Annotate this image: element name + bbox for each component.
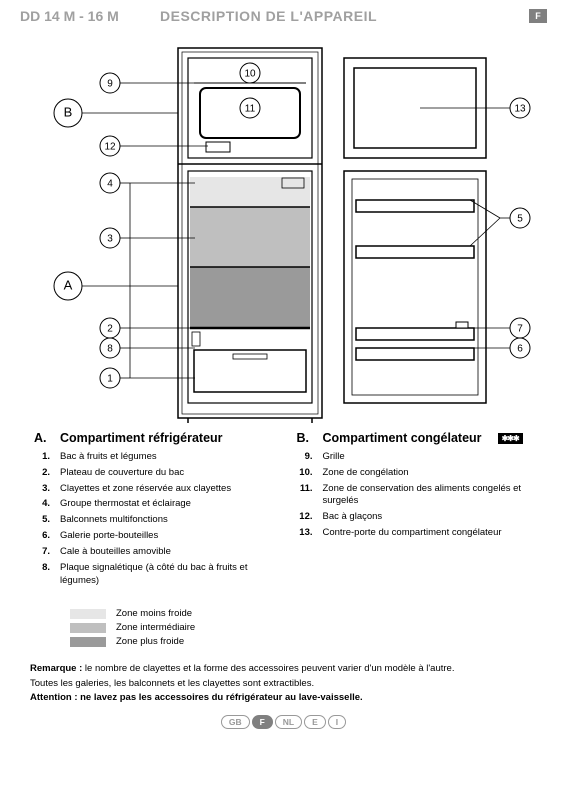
parts-legend: A. Compartiment réfrigérateur 1. Bac à fr… [0, 423, 567, 590]
svg-text:5: 5 [517, 214, 523, 225]
language-badge: F [529, 9, 547, 23]
item-number: 7. [34, 546, 50, 559]
temperature-zone-legend: Zone moins froide Zone intermédiaire Zon… [0, 590, 567, 647]
item-text: Plaque signalétique (à côté du bac à fru… [60, 562, 271, 588]
zone-legend-row: Zone moins froide [70, 608, 497, 619]
item-number: 11. [297, 483, 313, 509]
svg-text:12: 12 [104, 142, 116, 153]
svg-text:10: 10 [244, 69, 256, 80]
svg-text:4: 4 [107, 179, 113, 190]
svg-text:B: B [64, 105, 73, 120]
legend-item: 2. Plateau de couverture du bac [34, 467, 271, 480]
svg-text:11: 11 [245, 104, 256, 115]
zone-legend-row: Zone plus froide [70, 636, 497, 647]
legend-item: 5. Balconnets multifonctions [34, 514, 271, 527]
remark-label: Remarque : [30, 663, 82, 674]
language-option[interactable]: I [328, 715, 346, 729]
page-header: DD 14 M - 16 M DESCRIPTION DE L'APPAREIL… [0, 0, 567, 28]
item-number: 8. [34, 562, 50, 588]
svg-text:9: 9 [107, 79, 113, 90]
svg-text:A: A [64, 278, 73, 293]
item-text: Contre-porte du compartiment congélateur [323, 527, 534, 540]
section-letter: A. [34, 431, 48, 445]
legend-item: 1. Bac à fruits et légumes [34, 451, 271, 464]
zone-swatch [70, 637, 106, 647]
remark-text: le nombre de clayettes et la forme des a… [82, 663, 454, 674]
section-heading: B. Compartiment congélateur ✱✱✱ [297, 431, 534, 445]
legend-item: 11. Zone de conservation des aliments co… [297, 483, 534, 509]
item-number: 12. [297, 511, 313, 524]
legend-item: 9. Grille [297, 451, 534, 464]
language-selector: GBFNLEI [0, 705, 567, 729]
legend-item: 10. Zone de congélation [297, 467, 534, 480]
appliance-diagram: B 9 12 4 3 A 2 8 1 10 11 13 5 7 6 [0, 28, 567, 423]
legend-column: B. Compartiment congélateur ✱✱✱ 9. Grille 1… [297, 431, 534, 590]
zone-swatch [70, 609, 106, 619]
zone-label: Zone plus froide [116, 636, 184, 647]
legend-item: 12. Bac à glaçons [297, 511, 534, 524]
svg-text:3: 3 [107, 234, 113, 245]
legend-item: 6. Galerie porte-bouteilles [34, 530, 271, 543]
section-letter: B. [297, 431, 311, 445]
legend-item: 4. Groupe thermostat et éclairage [34, 498, 271, 511]
item-text: Zone de congélation [323, 467, 534, 480]
section-title: Compartiment réfrigérateur [60, 431, 223, 445]
zone-legend-row: Zone intermédiaire [70, 622, 497, 633]
freezer-star-icon: ✱✱✱ [498, 433, 523, 444]
item-text: Clayettes et zone réservée aux clayettes [60, 483, 271, 496]
svg-text:2: 2 [107, 324, 113, 335]
item-number: 2. [34, 467, 50, 480]
page-title: DESCRIPTION DE L'APPAREIL [160, 8, 529, 24]
item-text: Bac à fruits et légumes [60, 451, 271, 464]
svg-text:7: 7 [517, 324, 523, 335]
legend-column: A. Compartiment réfrigérateur 1. Bac à fr… [34, 431, 271, 590]
item-number: 6. [34, 530, 50, 543]
legend-item: 7. Cale à bouteilles amovible [34, 546, 271, 559]
language-option[interactable]: GB [221, 715, 250, 729]
item-text: Balconnets multifonctions [60, 514, 271, 527]
zone-label: Zone intermédiaire [116, 622, 195, 633]
item-number: 10. [297, 467, 313, 480]
item-text: Plateau de couverture du bac [60, 467, 271, 480]
item-text: Zone de conservation des aliments congel… [323, 483, 534, 509]
svg-text:13: 13 [514, 104, 526, 115]
item-text: Galerie porte-bouteilles [60, 530, 271, 543]
legend-item: 13. Contre-porte du compartiment congéla… [297, 527, 534, 540]
item-number: 5. [34, 514, 50, 527]
language-option[interactable]: E [304, 715, 326, 729]
item-text: Grille [323, 451, 534, 464]
section-heading: A. Compartiment réfrigérateur [34, 431, 271, 445]
language-option[interactable]: NL [275, 715, 302, 729]
item-text: Groupe thermostat et éclairage [60, 498, 271, 511]
legend-item: 8. Plaque signalétique (à côté du bac à … [34, 562, 271, 588]
item-text: Bac à glaçons [323, 511, 534, 524]
legend-item: 3. Clayettes et zone réservée aux clayet… [34, 483, 271, 496]
section-title: Compartiment congélateur [323, 431, 482, 445]
note-line-2: Toutes les galeries, les balconnets et l… [30, 677, 537, 691]
item-text: Cale à bouteilles amovible [60, 546, 271, 559]
svg-text:8: 8 [107, 344, 113, 355]
item-number: 1. [34, 451, 50, 464]
attention-line: Attention : ne lavez pas les accessoires… [30, 691, 537, 705]
item-number: 3. [34, 483, 50, 496]
notes-block: Remarque : le nombre de clayettes et la … [0, 650, 567, 705]
item-number: 4. [34, 498, 50, 511]
item-number: 13. [297, 527, 313, 540]
svg-text:6: 6 [517, 344, 523, 355]
language-option[interactable]: F [252, 715, 273, 729]
svg-text:1: 1 [107, 374, 113, 385]
zone-label: Zone moins froide [116, 608, 192, 619]
model-code: DD 14 M - 16 M [20, 8, 160, 24]
item-number: 9. [297, 451, 313, 464]
zone-swatch [70, 623, 106, 633]
